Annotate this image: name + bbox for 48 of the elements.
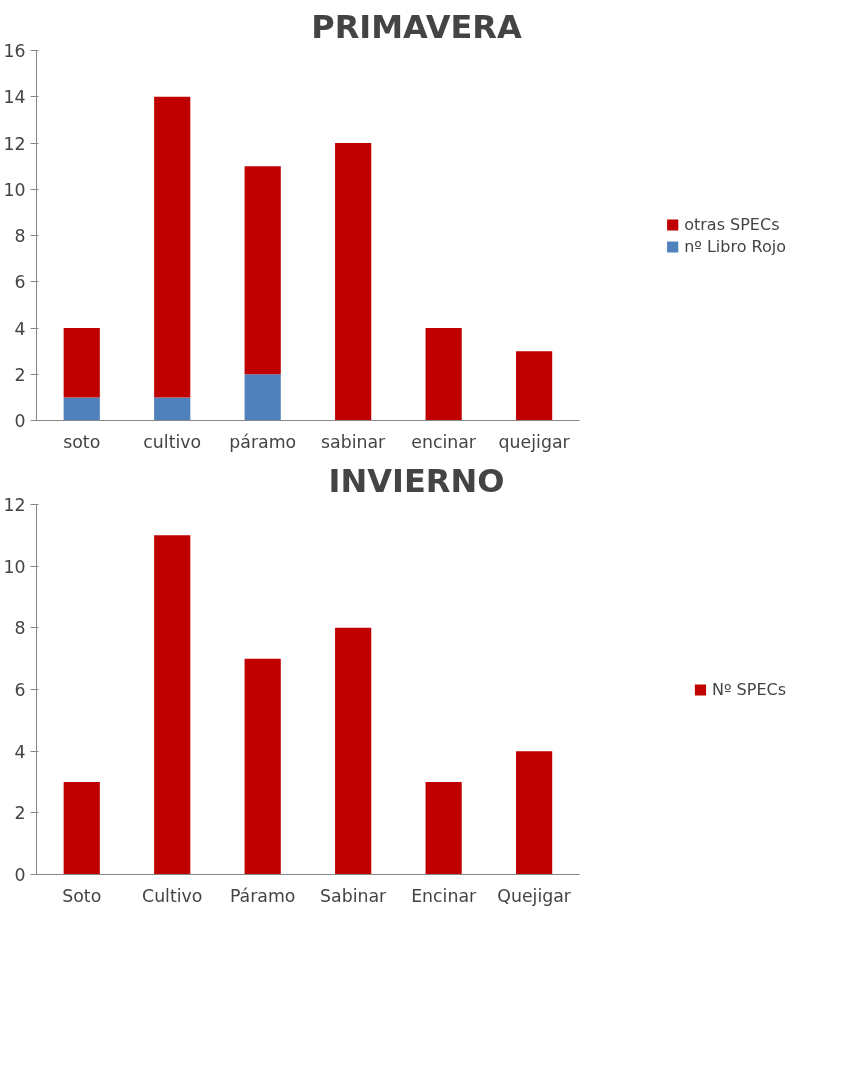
x-tick-label: quejigar — [498, 431, 571, 452]
x-tick-label: páramo — [229, 431, 297, 452]
legend-label: Nº SPECs — [711, 679, 786, 699]
y-tick-label: 6 — [14, 680, 26, 700]
bar — [425, 328, 462, 421]
bar — [516, 351, 553, 421]
y-tick-label: 4 — [14, 318, 26, 339]
bar — [154, 96, 191, 398]
x-tick-label: Soto — [62, 885, 102, 906]
bar — [335, 143, 372, 421]
y-tick-label: 0 — [14, 865, 26, 885]
bar — [63, 397, 100, 421]
x-tick-label: Sabinar — [320, 885, 388, 906]
x-tick-label: sabinar — [321, 431, 387, 452]
y-tick-label: 2 — [14, 803, 26, 824]
bar — [244, 374, 281, 421]
bar — [335, 627, 372, 875]
y-tick-label: 10 — [3, 556, 26, 577]
y-tick-label: 6 — [14, 272, 26, 293]
y-tick-label: 8 — [14, 226, 26, 246]
y-tick-label: 0 — [14, 411, 26, 431]
y-tick-label: 8 — [14, 618, 26, 639]
bar — [63, 782, 100, 875]
x-tick-label: Encinar — [411, 885, 478, 906]
bar — [63, 328, 100, 398]
legend-label: nº Libro Rojo — [684, 236, 786, 256]
y-tick-label: 16 — [3, 41, 26, 61]
y-tick-label: 2 — [14, 364, 26, 385]
chart-title: PRIMAVERA — [311, 7, 522, 46]
x-tick-label: soto — [63, 431, 101, 452]
y-tick-label: 14 — [3, 87, 26, 108]
x-tick-label: encinar — [411, 431, 477, 452]
bar — [154, 535, 191, 875]
bar — [425, 782, 462, 875]
x-tick-label: Quejigar — [497, 885, 572, 906]
bar — [244, 166, 281, 375]
bar — [516, 751, 553, 875]
x-tick-label: cultivo — [143, 431, 202, 452]
y-tick-label: 4 — [14, 741, 26, 762]
legend-label: otras SPECs — [684, 214, 780, 234]
y-tick-label: 12 — [3, 495, 26, 515]
x-tick-label: Páramo — [229, 885, 296, 906]
y-tick-label: 10 — [3, 179, 26, 200]
x-tick-label: Cultivo — [142, 885, 203, 906]
y-tick-label: 12 — [3, 133, 26, 154]
bar — [244, 658, 281, 875]
chart-title: INVIERNO — [328, 461, 505, 500]
bar — [154, 397, 191, 421]
